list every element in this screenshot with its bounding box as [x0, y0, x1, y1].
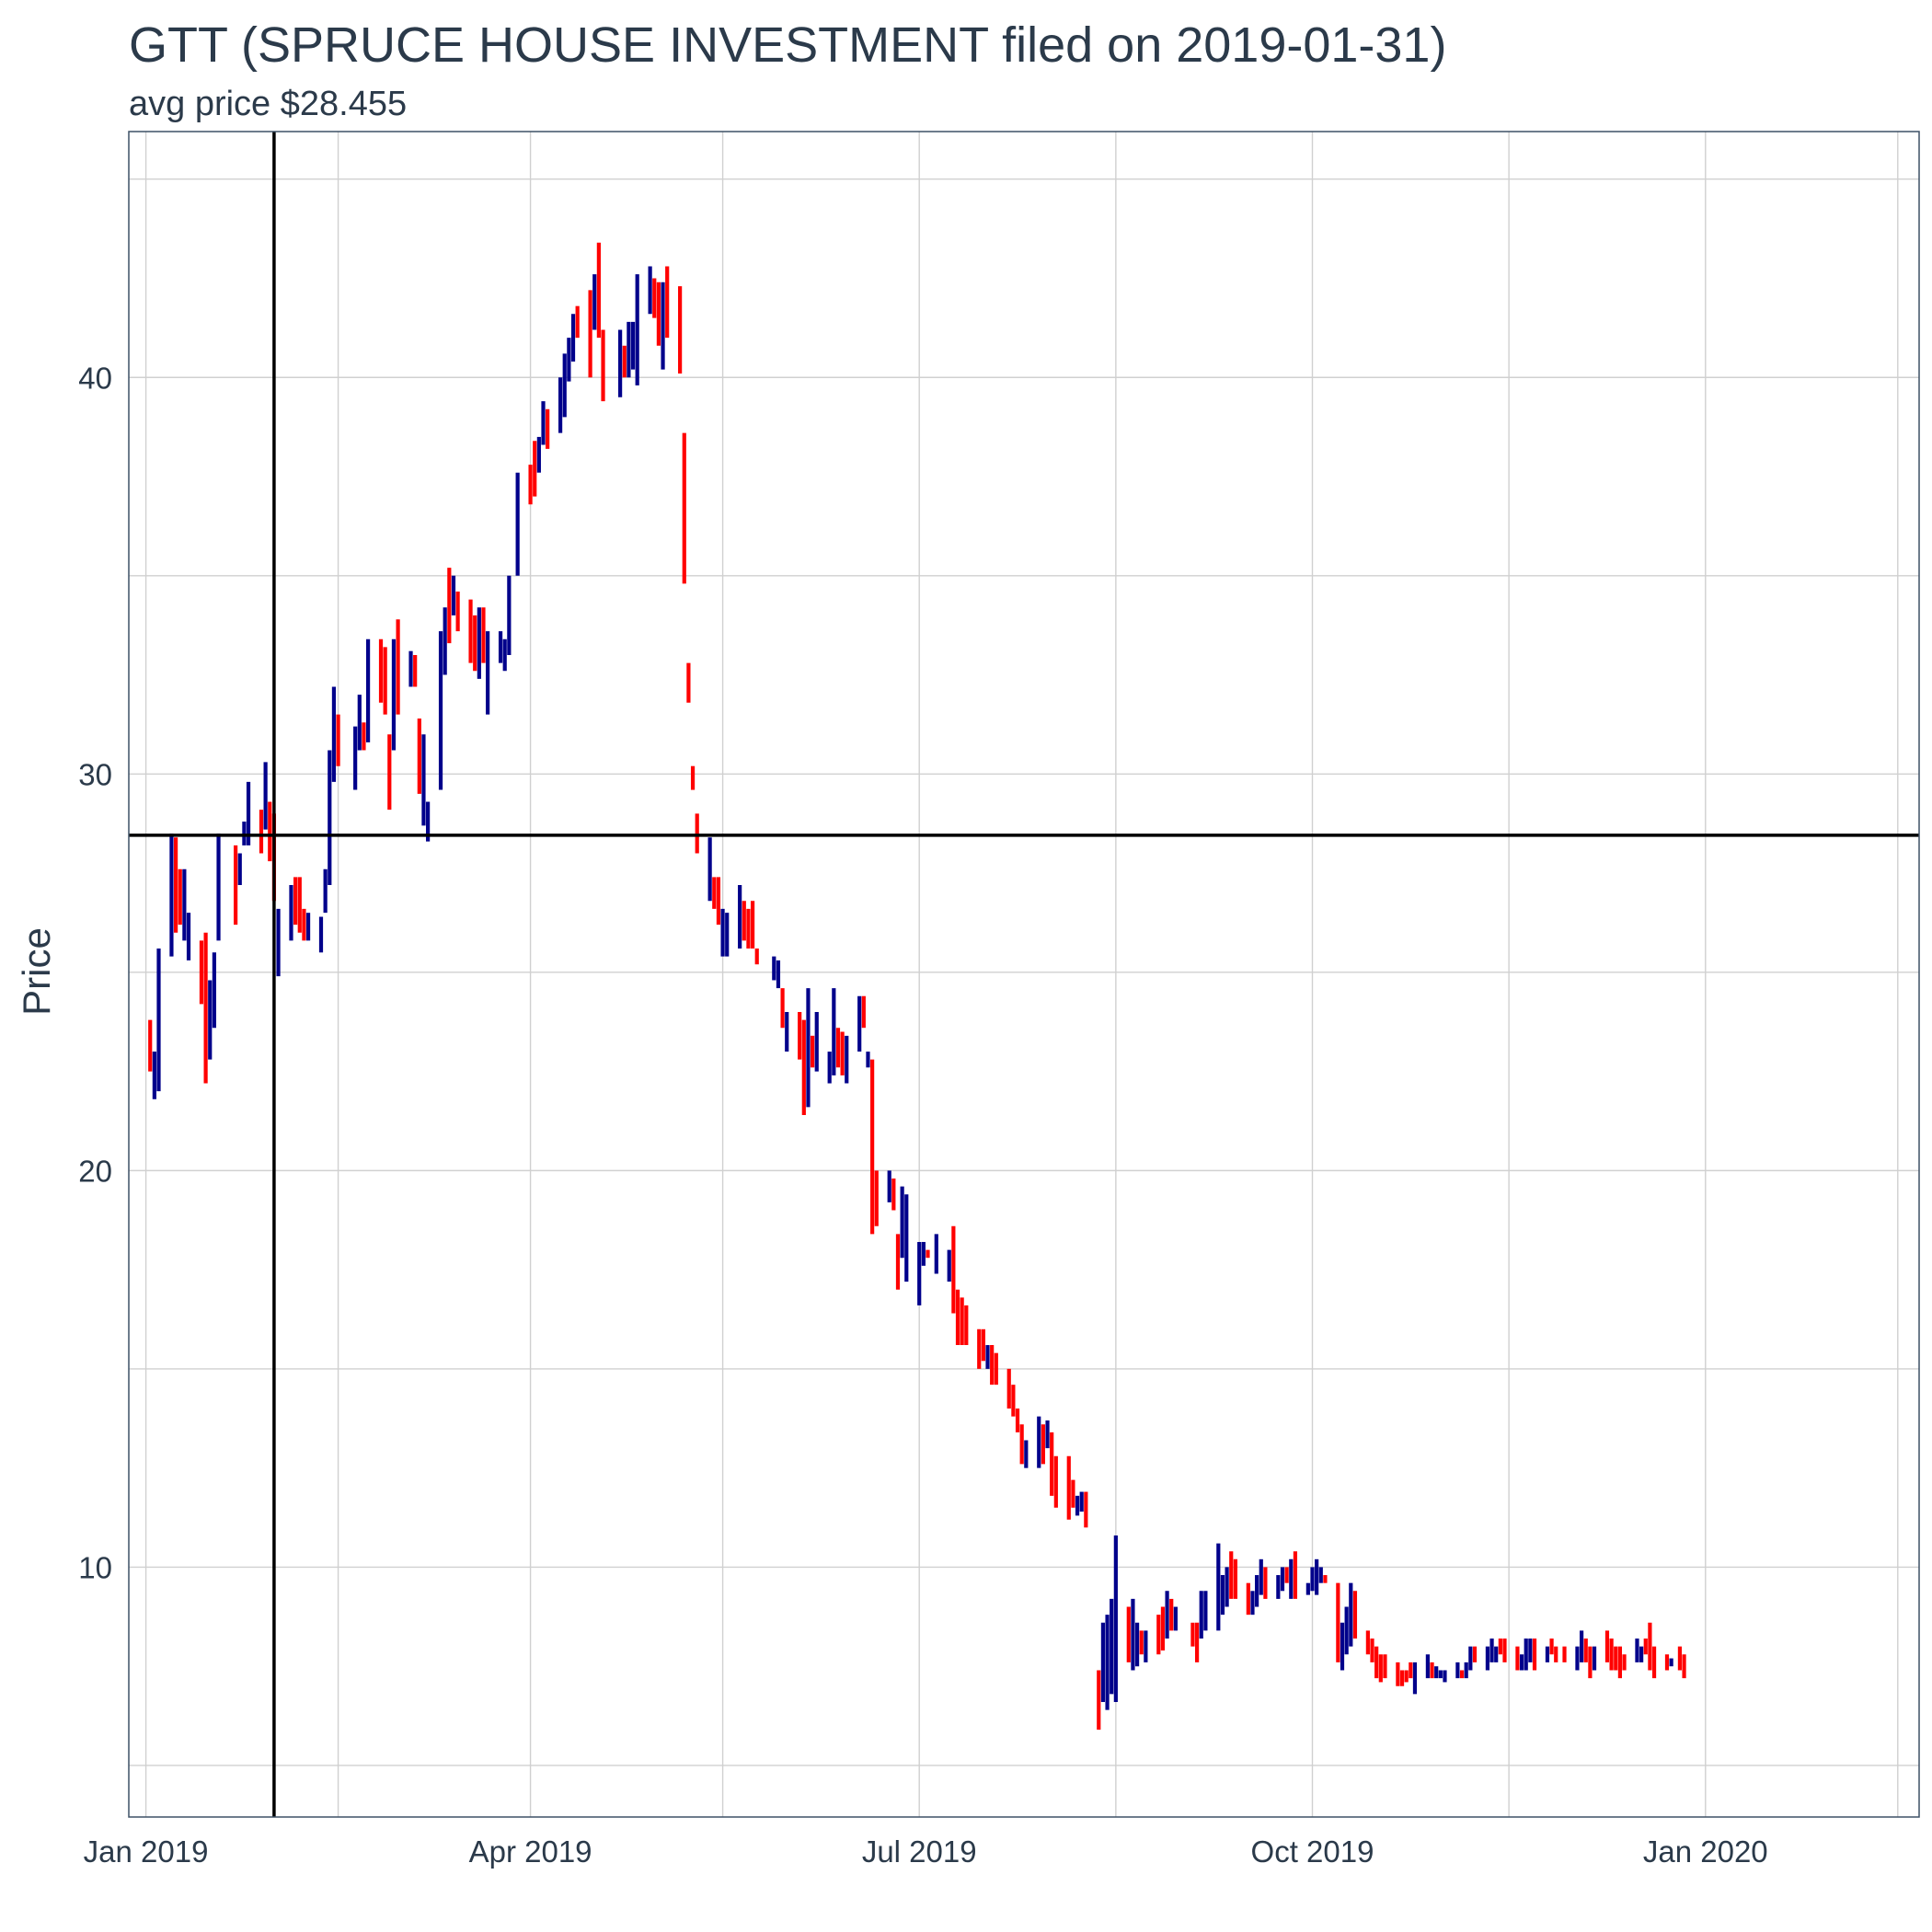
- x-axis-ticks: Jan 2019 Apr 2019 Jul 2019 Oct 2019 Jan 2020: [84, 1834, 1768, 1869]
- grid-lines: [129, 132, 1919, 1817]
- x-tick-label: Oct 2019: [1251, 1834, 1374, 1869]
- y-axis-title: Price: [15, 927, 58, 1016]
- chart-title: GTT (SPRUCE HOUSE INVESTMENT filed on 20…: [129, 17, 1447, 73]
- x-tick-label: Apr 2019: [469, 1834, 592, 1869]
- reference-lines: [129, 132, 1919, 1817]
- y-axis-ticks: 10 20 30 40: [78, 361, 112, 1584]
- y-tick-label: 10: [78, 1550, 112, 1584]
- x-tick-label: Jul 2019: [862, 1834, 977, 1869]
- price-range-bars: [148, 242, 1686, 1731]
- y-tick-label: 30: [78, 757, 112, 791]
- chart-subtitle: avg price $28.455: [129, 85, 408, 123]
- x-tick-label: Jan 2020: [1643, 1834, 1768, 1869]
- x-tick-label: Jan 2019: [84, 1834, 209, 1869]
- plot-panel-border: [128, 131, 1920, 1818]
- y-tick-label: 20: [78, 1154, 112, 1188]
- y-tick-label: 40: [78, 361, 112, 395]
